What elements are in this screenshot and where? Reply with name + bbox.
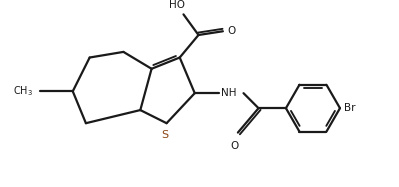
Text: CH$_3$: CH$_3$ — [13, 84, 34, 98]
Text: HO: HO — [169, 0, 185, 10]
Text: Br: Br — [344, 103, 355, 113]
Text: O: O — [230, 141, 238, 151]
Text: O: O — [227, 26, 236, 36]
Text: S: S — [161, 130, 168, 140]
Text: NH: NH — [221, 88, 237, 98]
